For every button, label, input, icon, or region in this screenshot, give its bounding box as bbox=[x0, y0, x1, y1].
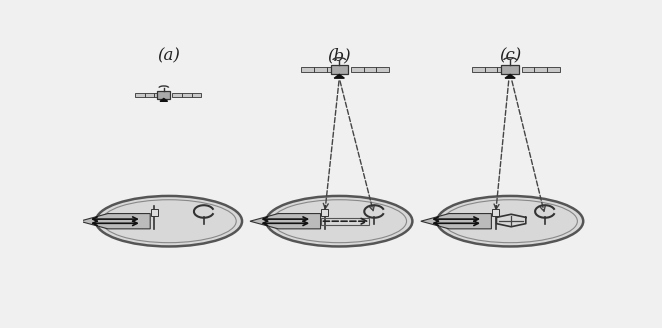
Bar bbox=[534, 67, 547, 72]
Polygon shape bbox=[250, 214, 320, 229]
Bar bbox=[151, 209, 158, 216]
Text: (a): (a) bbox=[158, 47, 180, 64]
Bar bbox=[485, 67, 497, 72]
Bar bbox=[497, 67, 510, 72]
Bar bbox=[314, 67, 326, 72]
Polygon shape bbox=[505, 74, 515, 78]
Bar bbox=[330, 65, 348, 74]
Bar bbox=[547, 67, 560, 72]
Polygon shape bbox=[79, 214, 150, 229]
Text: (c): (c) bbox=[499, 47, 521, 64]
Bar bbox=[301, 67, 314, 72]
Bar bbox=[363, 67, 376, 72]
Bar bbox=[493, 209, 499, 216]
Ellipse shape bbox=[96, 196, 242, 246]
Bar bbox=[472, 67, 485, 72]
Bar bbox=[326, 67, 340, 72]
Bar bbox=[320, 218, 369, 225]
Bar bbox=[145, 93, 154, 97]
Bar bbox=[182, 93, 191, 97]
Bar bbox=[191, 93, 201, 97]
Bar bbox=[135, 93, 145, 97]
Bar bbox=[376, 67, 389, 72]
Bar bbox=[154, 93, 164, 97]
Polygon shape bbox=[421, 214, 491, 229]
Polygon shape bbox=[334, 74, 344, 78]
Bar bbox=[501, 65, 519, 74]
Polygon shape bbox=[160, 98, 167, 101]
Bar bbox=[522, 67, 534, 72]
Bar bbox=[321, 209, 328, 216]
Ellipse shape bbox=[266, 196, 412, 246]
Bar bbox=[173, 93, 182, 97]
Text: (b): (b) bbox=[328, 47, 351, 64]
Bar bbox=[158, 91, 170, 98]
Bar bbox=[351, 67, 363, 72]
Ellipse shape bbox=[437, 196, 583, 246]
